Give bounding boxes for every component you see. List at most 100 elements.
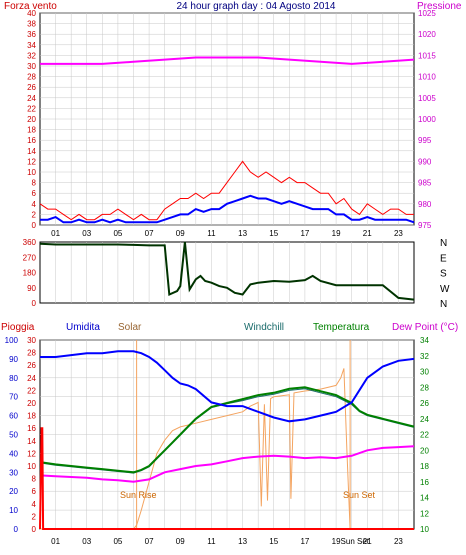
windchill-label: Windchill xyxy=(244,322,284,333)
pressure-tick-label: 1000 xyxy=(418,115,436,124)
wind-tick-label: 32 xyxy=(27,51,36,60)
hour-tick-label: 07 xyxy=(145,229,154,238)
wind-tick-label: 36 xyxy=(27,30,36,39)
wind-tick-label: 40 xyxy=(27,9,36,18)
wind-direction-line xyxy=(39,241,415,301)
humidity-label: Umidita xyxy=(66,322,100,333)
pressure-tick-label: 1020 xyxy=(418,30,436,39)
axis-ticks: 0246810121416182022242628303234363840975… xyxy=(5,9,450,546)
compass-label: E xyxy=(440,253,447,264)
sun-rise-label: Sun Rise xyxy=(120,490,157,500)
compass-label: N xyxy=(440,299,447,310)
wind-tick-label: 38 xyxy=(27,20,36,29)
hour-tick-label: 03 xyxy=(82,537,91,546)
rain-tick-label: 30 xyxy=(27,336,36,345)
temperature-tick-label: 26 xyxy=(420,399,429,408)
temperature-tick-label: 22 xyxy=(420,431,429,440)
wind-tick-label: 12 xyxy=(27,157,36,166)
wind-tick-label: 0 xyxy=(32,221,37,230)
hour-tick-label: 11 xyxy=(207,229,216,238)
hour-tick-label: 23 xyxy=(394,537,403,546)
right-axis-title: Pressione xyxy=(417,1,462,12)
compass-label: W xyxy=(440,284,450,295)
humidity-tick-label: 20 xyxy=(9,487,18,496)
humidity-tick-label: 80 xyxy=(9,374,18,383)
pressure-tick-label: 1015 xyxy=(418,51,436,60)
hour-tick-label: 15 xyxy=(269,229,278,238)
mid-series xyxy=(39,241,415,301)
wind-average-line xyxy=(40,194,415,224)
solar-line xyxy=(40,368,414,530)
wind-tick-label: 4 xyxy=(32,200,37,209)
dewpoint-line xyxy=(39,445,415,483)
wind-tick-label: 34 xyxy=(27,41,36,50)
humidity-tick-label: 70 xyxy=(9,393,18,402)
hour-tick-label: 09 xyxy=(176,229,185,238)
rain-tick-label: 4 xyxy=(32,500,37,509)
hour-tick-label: 11 xyxy=(207,537,216,546)
hour-tick-label: 13 xyxy=(238,537,247,546)
hour-tick-label: 23 xyxy=(394,229,403,238)
wind-tick-label: 8 xyxy=(32,179,37,188)
humidity-tick-label: 40 xyxy=(9,449,18,458)
pressure-tick-label: 975 xyxy=(418,221,432,230)
wind-gust-line xyxy=(39,160,414,221)
wind-tick-label: 14 xyxy=(27,147,36,156)
humidity-tick-label: 50 xyxy=(9,431,18,440)
wind-tick-label: 30 xyxy=(27,62,36,71)
rain-tick-label: 0 xyxy=(32,525,37,534)
wind-tick-label: 2 xyxy=(32,210,37,219)
hour-tick-label: 19 xyxy=(332,229,341,238)
humidity-tick-label: 10 xyxy=(9,506,18,515)
rain-tick-label: 18 xyxy=(27,412,36,421)
compass-label: N xyxy=(440,238,447,249)
temperature-tick-label: 28 xyxy=(420,383,429,392)
temperature-tick-label: 14 xyxy=(420,494,429,503)
hour-tick-label: 17 xyxy=(300,229,309,238)
temperature-label: Temperatura xyxy=(313,322,370,333)
wind-tick-label: 6 xyxy=(32,189,37,198)
hour-tick-label: Sun Set xyxy=(341,537,370,546)
humidity-tick-label: 60 xyxy=(9,412,18,421)
temperature-tick-label: 32 xyxy=(420,352,429,361)
wind-tick-label: 18 xyxy=(27,126,36,135)
pressure-tick-label: 1025 xyxy=(418,9,436,18)
temperature-tick-label: 16 xyxy=(420,478,429,487)
humidity-tick-label: 100 xyxy=(5,336,19,345)
pressure-tick-label: 990 xyxy=(418,157,432,166)
hour-tick-label: 13 xyxy=(238,229,247,238)
chart-title: 24 hour graph day : 04 Agosto 2014 xyxy=(176,1,335,12)
rain-tick-label: 6 xyxy=(32,487,37,496)
solar-label: Solar xyxy=(118,322,142,333)
sun-set-label: Sun Set xyxy=(343,490,376,500)
pressure-tick-label: 1005 xyxy=(418,94,436,103)
hour-tick-label: 17 xyxy=(300,537,309,546)
rain-tick-label: 22 xyxy=(27,386,36,395)
top-grid xyxy=(40,12,414,226)
wind-tick-label: 22 xyxy=(27,104,36,113)
pressure-tick-label: 995 xyxy=(418,136,432,145)
wind-tick-label: 24 xyxy=(27,94,36,103)
wind-tick-label: 16 xyxy=(27,136,36,145)
hour-tick-label: 05 xyxy=(113,537,122,546)
dewpoint-label: Dew Point (°C) xyxy=(392,322,458,333)
rain-tick-label: 28 xyxy=(27,349,36,358)
wind-tick-label: 20 xyxy=(27,115,36,124)
rain-tick-label: 12 xyxy=(27,449,36,458)
temperature-tick-label: 24 xyxy=(420,415,429,424)
hour-tick-label: 09 xyxy=(176,537,185,546)
humidity-tick-label: 0 xyxy=(14,525,19,534)
compass-label: S xyxy=(440,269,447,280)
hour-tick-label: 01 xyxy=(51,537,60,546)
temperature-tick-label: 20 xyxy=(420,446,429,455)
rain-tick-label: 26 xyxy=(27,361,36,370)
temperature-tick-label: 34 xyxy=(420,336,429,345)
top-series xyxy=(39,56,415,224)
rain-tick-label: 10 xyxy=(27,462,36,471)
humidity-tick-label: 30 xyxy=(9,468,18,477)
hour-tick-label: 19 xyxy=(332,537,341,546)
pressure-tick-label: 980 xyxy=(418,200,432,209)
temperature-tick-label: 18 xyxy=(420,462,429,471)
rain-line xyxy=(39,427,414,530)
direction-tick-label: 90 xyxy=(27,284,36,293)
